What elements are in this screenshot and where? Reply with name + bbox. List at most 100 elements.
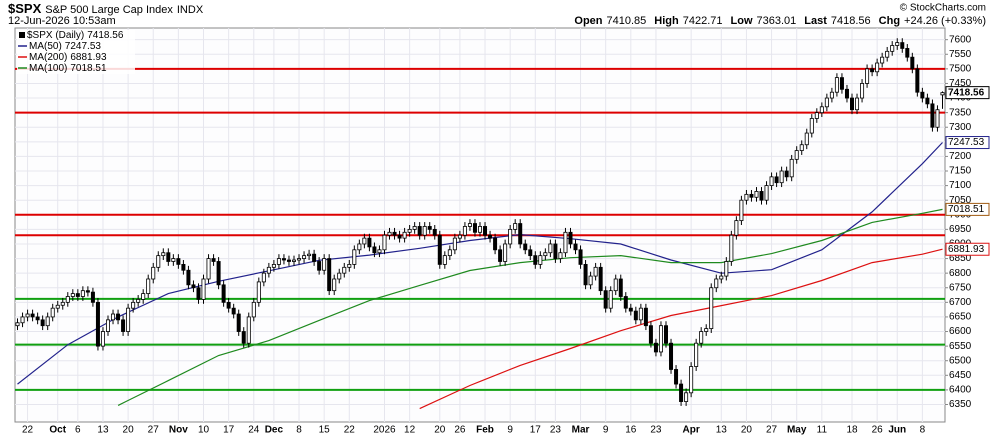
candle-body xyxy=(266,266,271,274)
candle-body xyxy=(402,231,407,239)
candle-body xyxy=(106,319,111,332)
candle-body xyxy=(15,322,20,327)
candle-body xyxy=(377,249,382,254)
legend-entry: MA(50) 7247.53 xyxy=(29,41,101,52)
candle-body xyxy=(442,255,447,265)
x-tick-label: Mar xyxy=(572,425,590,436)
x-tick-label: Dec xyxy=(265,425,284,436)
x-tick-label: 11 xyxy=(817,425,828,436)
candle-body xyxy=(100,331,105,347)
legend-entry: MA(100) 7018.51 xyxy=(29,63,107,74)
candle-body xyxy=(724,261,729,277)
candle-body xyxy=(523,243,528,251)
stat-value: 7363.01 xyxy=(757,15,797,27)
candle-body xyxy=(905,48,910,58)
candle-body xyxy=(60,301,65,306)
candle-body xyxy=(689,366,694,394)
y-tick-label: 7100 xyxy=(949,180,972,191)
x-tick-label: 27 xyxy=(148,425,160,436)
candle-body xyxy=(528,249,533,257)
y-tick-label: 7050 xyxy=(949,195,972,206)
candle-body xyxy=(45,316,50,327)
stat-label: Open xyxy=(574,15,602,27)
symbol: $SPX xyxy=(8,1,42,16)
candle-body xyxy=(432,228,437,236)
candle-body xyxy=(618,278,623,297)
candle-body xyxy=(850,97,855,111)
copyright: © StockCharts.com xyxy=(900,3,986,14)
candle-body xyxy=(553,243,558,259)
candle-body xyxy=(75,293,80,297)
candle-body xyxy=(925,97,930,105)
x-tick-label: 20 xyxy=(434,425,446,436)
ma-line xyxy=(117,208,943,406)
candle-body xyxy=(548,243,553,254)
candle-body xyxy=(221,284,226,303)
x-tick-label: 27 xyxy=(766,425,778,436)
x-tick-label: 26 xyxy=(872,425,884,436)
candle-body xyxy=(161,252,166,257)
candle-body xyxy=(472,223,477,233)
candle-body xyxy=(412,226,417,230)
candle-body xyxy=(669,342,674,370)
value-box xyxy=(945,242,990,256)
candle-body xyxy=(397,234,402,239)
candle-body xyxy=(437,234,442,265)
value-box-label: 6881.93 xyxy=(948,244,985,255)
candle-body xyxy=(407,228,412,233)
candle-body xyxy=(271,263,276,268)
candle-body xyxy=(201,278,206,300)
candle-body xyxy=(427,226,432,230)
y-tick-label: 6550 xyxy=(949,341,972,352)
candle-body xyxy=(633,310,638,321)
candle-body xyxy=(829,91,834,99)
candle-body xyxy=(121,319,126,332)
candle-body xyxy=(362,237,367,245)
candle-body xyxy=(890,45,895,52)
y-tick-label: 7450 xyxy=(949,78,972,89)
y-tick-label: 6400 xyxy=(949,385,972,396)
candle-body xyxy=(447,249,452,257)
x-tick-label: 8 xyxy=(296,425,302,436)
chart-title: $SPX S&P 500 Large Cap Index INDX xyxy=(8,1,204,16)
candle-body xyxy=(261,272,266,283)
candle-body xyxy=(312,253,317,262)
x-tick-label: Oct xyxy=(49,425,66,436)
x-tick-label: May xyxy=(787,425,807,436)
stat-label: Chg xyxy=(879,15,900,27)
candle-body xyxy=(930,103,935,128)
candle-body xyxy=(332,278,337,292)
candle-body xyxy=(281,258,286,261)
candle-body xyxy=(900,42,905,49)
candle-body xyxy=(648,325,653,344)
candle-body xyxy=(744,193,749,201)
candle-body xyxy=(508,228,513,245)
candle-body xyxy=(679,383,684,402)
candle-body xyxy=(342,266,347,274)
candle-body xyxy=(824,97,829,108)
candle-body xyxy=(558,252,563,259)
candle-body xyxy=(865,68,870,84)
candle-body xyxy=(734,220,739,236)
candle-body xyxy=(231,307,236,315)
value-box xyxy=(945,136,990,150)
candle-body xyxy=(759,191,764,201)
candle-body xyxy=(814,112,819,119)
y-tick-label: 6500 xyxy=(949,355,972,366)
y-tick-label: 7350 xyxy=(949,107,972,118)
candle-body xyxy=(322,258,327,271)
candle-body xyxy=(638,307,643,321)
candle-body xyxy=(367,237,372,248)
x-tick-label: 6 xyxy=(75,425,81,436)
candle-body xyxy=(422,226,427,236)
candle-body xyxy=(920,91,925,99)
x-tick-label: 2026 xyxy=(373,425,396,436)
y-tick-label: 7300 xyxy=(949,122,972,133)
candle-body xyxy=(126,307,131,332)
candle-body xyxy=(211,258,216,262)
candle-body xyxy=(709,287,714,330)
candle-body xyxy=(794,150,799,160)
y-tick-label: 7500 xyxy=(949,63,972,74)
candle-body xyxy=(573,243,578,251)
